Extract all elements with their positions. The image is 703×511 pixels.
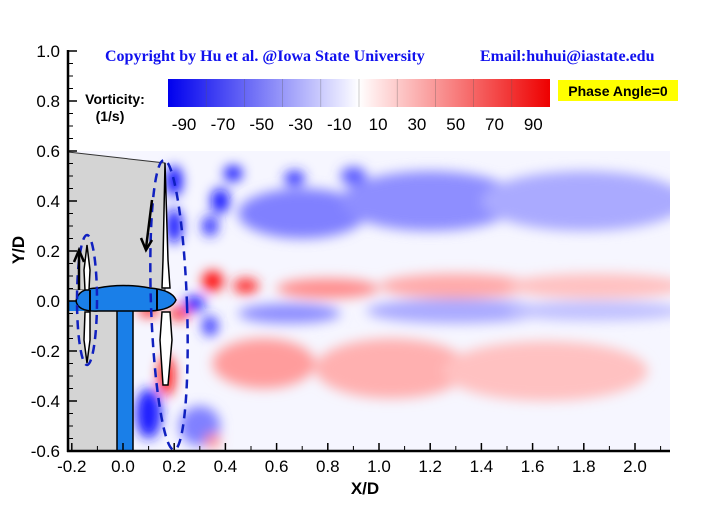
x-tick-label: 0.4 (214, 457, 238, 476)
y-tick-label: 0.6 (36, 142, 60, 161)
vortex-blob (340, 167, 367, 185)
phase-angle-badge (558, 80, 678, 101)
vortex-blob (366, 298, 546, 324)
y-tick-label: -0.2 (31, 342, 60, 361)
rotor-blade-top (161, 162, 171, 289)
x-tick-label: 1.2 (418, 457, 442, 476)
x-tick-label: 1.8 (572, 457, 596, 476)
vortex-blob (507, 301, 670, 321)
upstream-blade-ellipse (75, 233, 99, 367)
upstream-blade-top (83, 244, 91, 291)
x-tick-label: 0.8 (316, 457, 340, 476)
colorbar-tick-label: 30 (407, 115, 426, 134)
vortex-blob (507, 273, 670, 299)
vortex-blob (202, 216, 218, 236)
colorbar-tick-label: 10 (369, 115, 388, 134)
vortex-blob (202, 316, 218, 336)
x-tick-label: -0.2 (57, 457, 86, 476)
vortex-blob (276, 278, 379, 299)
vortex-blob (135, 388, 162, 439)
vortex-blob (202, 271, 223, 291)
vortex-blob (224, 166, 243, 181)
colorbar-tick-label: -30 (288, 115, 313, 134)
colorbar-tick-label: 90 (524, 115, 543, 134)
colorbar-units: (1/s) (96, 108, 125, 124)
y-tick-label: 0.8 (36, 92, 60, 111)
vortex-blob (238, 188, 367, 239)
colorbar-tick-label: -10 (327, 115, 352, 134)
vortex-blob (443, 341, 648, 401)
axes: -0.2 0.0 0.2 0.4 0.6 0.8 1.0 1.2 1.4 1.6 1.8 2.0 -0.… (31, 42, 670, 476)
colorbar-tick-label: 70 (485, 115, 504, 134)
y-tick-label: 0.0 (36, 292, 60, 311)
y-tick-label: 0.4 (36, 192, 60, 211)
arrow-down-icon (139, 199, 154, 253)
x-tick-label: 0.0 (111, 457, 135, 476)
x-tick-label: 2.0 (623, 457, 647, 476)
vortex-blob (211, 188, 230, 214)
vortex-blob (315, 338, 469, 399)
vortex-blob (233, 278, 259, 294)
phase-angle-text: Phase Angle=0 (568, 83, 668, 99)
email-text: Email:huhui@iastate.edu (480, 48, 655, 65)
tower (116, 307, 134, 452)
vortex-blob (481, 171, 670, 231)
colorbar-tick-label: -90 (172, 115, 197, 134)
vortex-blob (238, 303, 341, 324)
vortex-blob (284, 171, 305, 186)
y-tick-label: -0.6 (31, 442, 60, 461)
vortex-blob (379, 273, 533, 299)
colorbar: -90 -70 -50 -30 -10 10 30 50 70 90 Vorticity: (1/… (85, 79, 550, 134)
rotor-blade-ellipse (149, 158, 189, 452)
x-tick-label: 0.2 (162, 457, 186, 476)
y-tick-label: -0.4 (31, 392, 60, 411)
vortex-blob (204, 433, 221, 449)
rotor-blade-bottom (159, 311, 173, 386)
vortex-blob (184, 296, 205, 311)
vortex-blob (169, 307, 190, 320)
x-tick-label: 1.6 (521, 457, 545, 476)
y-tick-label: 0.2 (36, 242, 60, 261)
vortex-blob (340, 171, 520, 231)
arrow-up-icon (72, 246, 86, 290)
shadow-region-lower (68, 290, 117, 451)
upstream-blade-bottom (83, 311, 91, 364)
vortex-blob (166, 208, 182, 244)
colorbar-tick-label: 50 (446, 115, 465, 134)
y-axis-title: Y/D (9, 236, 28, 264)
x-tick-label: 1.0 (367, 457, 391, 476)
turbine-overlay (67, 151, 189, 452)
colorbar-title: Vorticity: (85, 91, 145, 107)
x-axis-title: X/D (351, 479, 379, 498)
vortex-blob (212, 338, 315, 389)
x-tick-label: 1.4 (470, 457, 494, 476)
colorbar-tick-label: -50 (249, 115, 274, 134)
copyright-text: Copyright by Hu et al. @Iowa State Unive… (105, 48, 425, 65)
colorbar-tick-label: -70 (211, 115, 236, 134)
x-tick-label: 0.6 (265, 457, 289, 476)
y-tick-label: 1.0 (36, 42, 60, 61)
